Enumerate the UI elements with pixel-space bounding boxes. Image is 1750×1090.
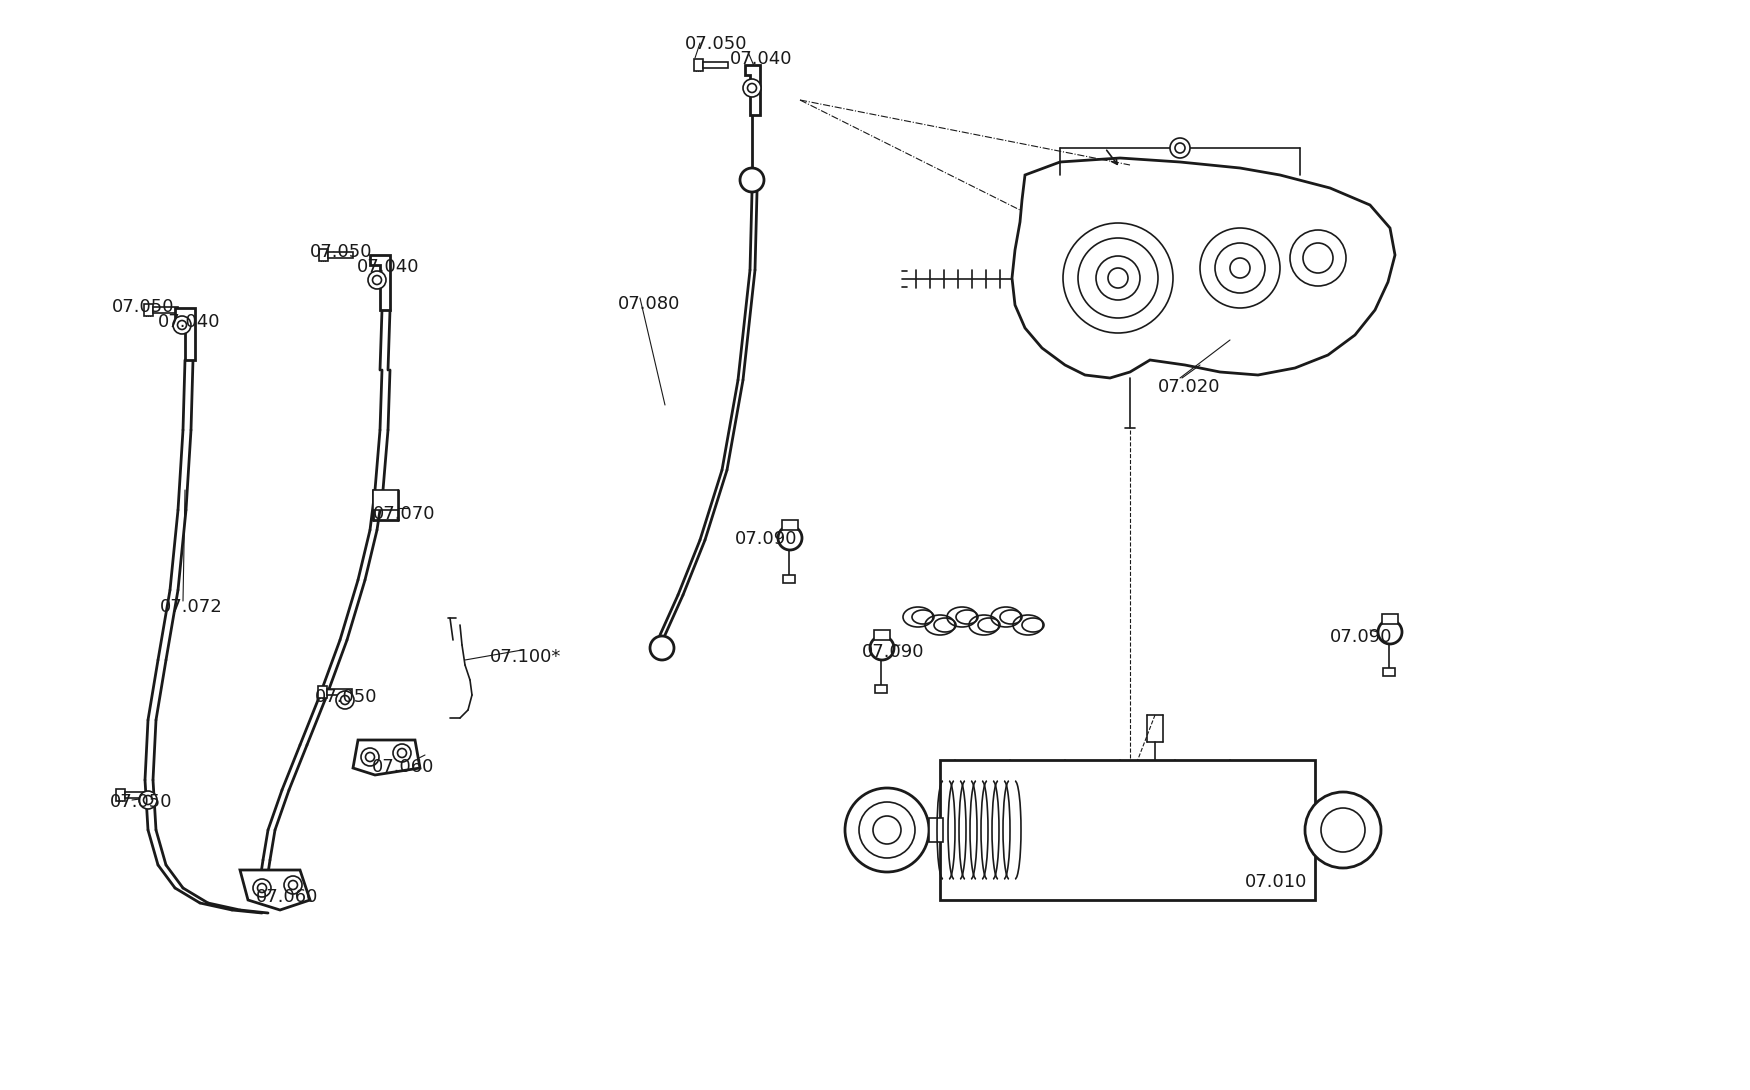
Bar	[1382, 614, 1398, 623]
Circle shape	[254, 879, 271, 897]
Circle shape	[859, 802, 915, 858]
Polygon shape	[327, 252, 354, 257]
Text: 07.050: 07.050	[310, 243, 373, 261]
Circle shape	[177, 320, 187, 329]
Bar	[875, 685, 887, 693]
Circle shape	[394, 744, 411, 762]
Polygon shape	[354, 740, 420, 775]
Bar	[1382, 668, 1395, 676]
Text: 07.040: 07.040	[730, 50, 793, 68]
Circle shape	[368, 271, 387, 289]
Circle shape	[1108, 268, 1129, 288]
Text: 07.050: 07.050	[315, 688, 378, 706]
Text: 07.060: 07.060	[255, 888, 318, 906]
Text: 07.050: 07.050	[684, 35, 747, 53]
Circle shape	[1306, 792, 1381, 868]
Circle shape	[873, 816, 901, 844]
Bar	[373, 490, 397, 510]
Text: 07.070: 07.070	[373, 505, 436, 523]
Circle shape	[779, 526, 802, 550]
Text: 07.080: 07.080	[618, 295, 681, 313]
Circle shape	[257, 884, 266, 893]
Polygon shape	[746, 65, 760, 116]
Polygon shape	[317, 686, 327, 699]
Circle shape	[289, 881, 298, 889]
Bar	[940, 760, 1314, 900]
Text: 07.090: 07.090	[1330, 628, 1393, 646]
Circle shape	[373, 276, 382, 284]
Text: 07.050: 07.050	[112, 298, 175, 316]
Circle shape	[341, 695, 350, 704]
Circle shape	[1304, 243, 1334, 272]
Bar	[873, 630, 891, 640]
Polygon shape	[116, 789, 124, 801]
Circle shape	[1200, 228, 1279, 308]
Polygon shape	[369, 255, 390, 310]
Circle shape	[744, 78, 761, 97]
Text: 07.060: 07.060	[373, 758, 434, 776]
Circle shape	[1321, 808, 1365, 852]
Circle shape	[1290, 230, 1346, 286]
Circle shape	[1062, 223, 1172, 334]
Polygon shape	[152, 307, 178, 313]
Circle shape	[649, 635, 674, 661]
Text: 07.072: 07.072	[159, 598, 222, 616]
Polygon shape	[175, 308, 194, 360]
Circle shape	[366, 752, 374, 762]
Circle shape	[138, 791, 158, 809]
Text: 07.100*: 07.100*	[490, 647, 562, 666]
Text: 07.020: 07.020	[1158, 378, 1220, 396]
Circle shape	[747, 84, 756, 93]
Polygon shape	[240, 870, 310, 910]
Circle shape	[284, 876, 303, 894]
Circle shape	[1214, 243, 1265, 293]
Circle shape	[173, 316, 191, 334]
Circle shape	[144, 796, 152, 804]
Text: 07.090: 07.090	[735, 530, 798, 548]
Circle shape	[1174, 143, 1185, 153]
Polygon shape	[702, 62, 728, 68]
Circle shape	[845, 788, 929, 872]
Text: 07.090: 07.090	[863, 643, 924, 661]
Circle shape	[870, 635, 894, 661]
Bar	[782, 576, 794, 583]
Polygon shape	[693, 59, 702, 71]
Text: 07.040: 07.040	[158, 313, 220, 331]
Polygon shape	[929, 818, 943, 841]
Circle shape	[1171, 138, 1190, 158]
Polygon shape	[124, 792, 150, 798]
Circle shape	[1096, 256, 1139, 300]
Bar	[782, 520, 798, 530]
Text: 07.050: 07.050	[110, 794, 173, 811]
Polygon shape	[1011, 158, 1395, 378]
Circle shape	[740, 168, 765, 192]
Polygon shape	[144, 304, 152, 316]
Circle shape	[336, 691, 354, 709]
Text: 07.040: 07.040	[357, 258, 420, 276]
Circle shape	[1078, 238, 1158, 318]
Circle shape	[397, 749, 406, 758]
Polygon shape	[327, 689, 352, 694]
Circle shape	[360, 748, 380, 766]
Circle shape	[1230, 258, 1250, 278]
Polygon shape	[318, 249, 327, 262]
Circle shape	[1377, 620, 1402, 644]
Text: 07.010: 07.010	[1244, 873, 1307, 891]
